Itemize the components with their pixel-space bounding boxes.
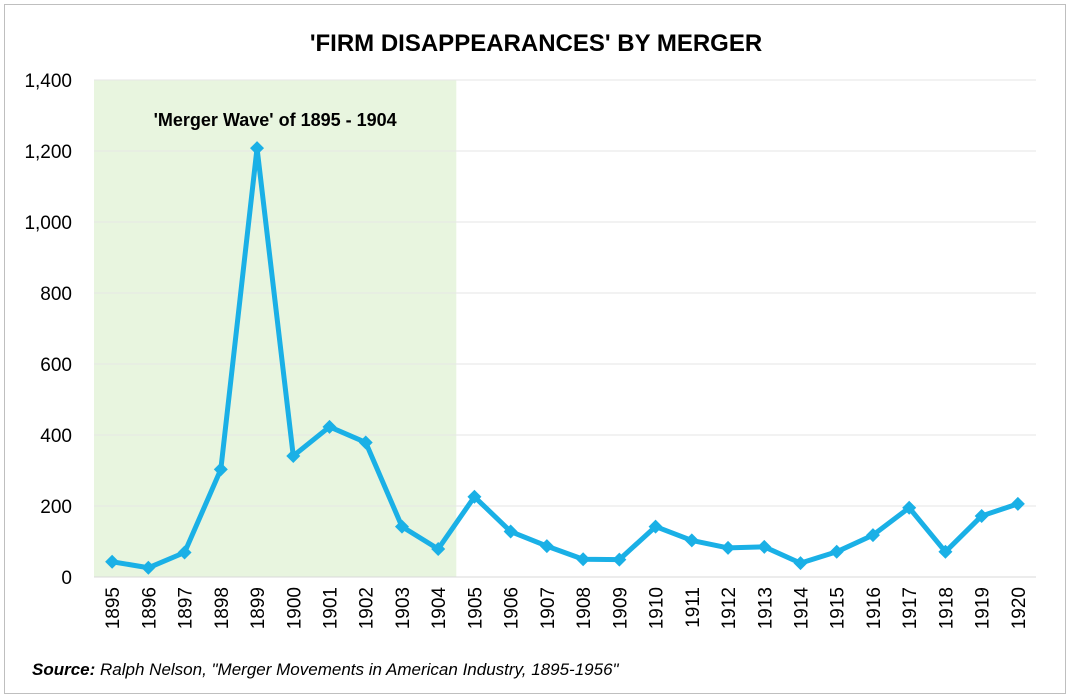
- x-tick-label: 1904: [429, 587, 450, 630]
- x-tick-label: 1901: [321, 587, 342, 629]
- data-point: [684, 533, 699, 548]
- data-point: [250, 141, 265, 156]
- y-tick-label: 800: [40, 284, 72, 305]
- source-label: Source:: [32, 660, 96, 679]
- x-tick-label: 1899: [248, 587, 269, 629]
- y-axis: 0 200 400 600 800 1,000 1,200 1,400: [24, 71, 72, 589]
- data-point: [793, 556, 808, 571]
- x-tick-label: 1902: [357, 587, 378, 629]
- data-point: [105, 554, 120, 569]
- gridlines: [94, 79, 1036, 507]
- x-tick-label: 1919: [973, 587, 994, 629]
- x-tick-label: 1912: [719, 587, 740, 629]
- data-point: [467, 489, 482, 504]
- x-axis: 1895 1896 1897 1898 1899 1900 1901 1902 1903 1904…: [94, 576, 1036, 630]
- data-point: [974, 508, 989, 523]
- data-point: [141, 560, 156, 575]
- source-note: Source: Ralph Nelson, "Merger Movements …: [32, 660, 619, 680]
- data-point: [648, 519, 663, 534]
- data-point: [539, 539, 554, 554]
- data-point: [286, 448, 301, 463]
- merger-wave-label: 'Merger Wave' of 1895 - 1904: [154, 110, 397, 130]
- x-tick-label: 1913: [755, 587, 776, 629]
- source-text: Ralph Nelson, "Merger Movements in Ameri…: [95, 660, 619, 679]
- data-point: [865, 528, 880, 543]
- data-point: [757, 539, 772, 554]
- series-line: [109, 145, 1021, 571]
- series-layer: [109, 145, 1021, 571]
- x-tick-label: 1907: [538, 587, 559, 629]
- x-tick-label: 1916: [864, 587, 885, 629]
- y-tick-label: 1,200: [24, 142, 72, 163]
- x-tick-label: 1915: [828, 587, 849, 629]
- x-tick-label: 1905: [465, 587, 486, 629]
- data-point: [503, 524, 518, 539]
- data-point: [721, 540, 736, 555]
- x-tick-label: 1896: [139, 587, 160, 629]
- data-point: [177, 545, 192, 560]
- data-point: [394, 519, 409, 534]
- data-point: [902, 500, 917, 515]
- data-point: [612, 552, 627, 567]
- y-tick-label: 1,400: [24, 71, 72, 92]
- x-tick-label: 1911: [683, 587, 704, 628]
- merger-wave-band: [94, 80, 457, 577]
- x-tick-label: 1910: [647, 587, 668, 629]
- data-point: [322, 419, 337, 434]
- x-tick-label: 1897: [176, 587, 197, 629]
- x-tick-label: 1914: [792, 587, 813, 630]
- x-tick-label: 1909: [610, 587, 631, 629]
- marker-layer: [105, 141, 1025, 575]
- y-tick-label: 200: [40, 497, 72, 518]
- y-tick-label: 600: [40, 355, 72, 376]
- x-tick-label: 1908: [574, 587, 595, 629]
- data-point: [1010, 496, 1025, 511]
- x-tick-label: 1917: [900, 587, 921, 629]
- x-tick-label: 1903: [393, 587, 414, 629]
- y-tick-label: 400: [40, 426, 72, 447]
- x-tick-label: 1906: [502, 587, 523, 629]
- shaded-region-layer: 'Merger Wave' of 1895 - 1904: [94, 80, 457, 577]
- chart-title: 'FIRM DISAPPEARANCES' BY MERGER: [309, 30, 763, 57]
- data-point: [431, 541, 446, 556]
- x-tick-label: 1918: [936, 587, 957, 629]
- y-tick-label: 0: [61, 568, 72, 589]
- x-tick-label: 1920: [1009, 587, 1030, 629]
- x-tick-label: 1900: [284, 587, 305, 629]
- x-tick-label: 1895: [103, 587, 124, 629]
- data-point: [829, 544, 844, 559]
- data-point: [938, 544, 953, 559]
- data-point: [576, 552, 591, 567]
- x-tick-label: 1898: [212, 587, 233, 629]
- y-tick-label: 1,000: [24, 213, 72, 234]
- data-point: [358, 435, 373, 450]
- data-point: [213, 462, 228, 477]
